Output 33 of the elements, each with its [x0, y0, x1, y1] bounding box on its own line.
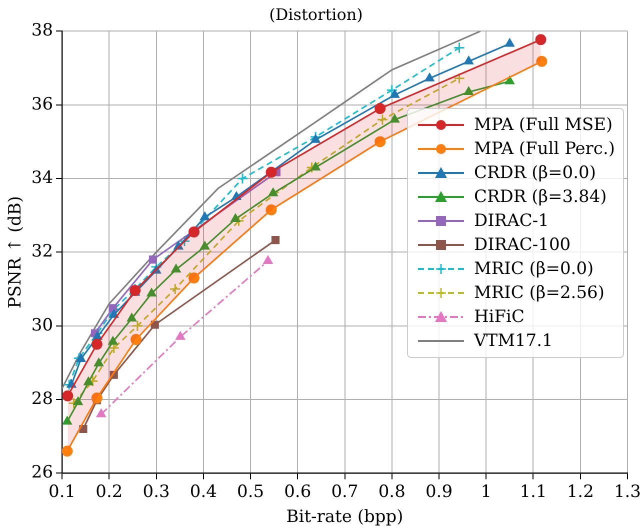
y-axis-title: PSNR ↑ (dB) — [6, 196, 26, 308]
legend-label: DIRAC-1 — [474, 210, 549, 233]
x-tick-label: 0.9 — [425, 482, 453, 502]
x-tick-label: 0.5 — [236, 482, 264, 502]
legend-label: HiFiC — [474, 306, 524, 329]
legend-label: DIRAC-100 — [474, 234, 571, 257]
y-tick-label: 38 — [31, 20, 54, 41]
x-tick-label: 0.4 — [190, 482, 217, 502]
x-tick-label: 1.1 — [520, 482, 547, 502]
x-tick-label: 0.6 — [284, 482, 312, 502]
y-tick-label: 32 — [31, 242, 54, 262]
legend-label: MPA (Full Perc.) — [474, 138, 615, 161]
legend-label: MRIC (β=2.56) — [474, 282, 604, 305]
x-tick-label: 0.2 — [96, 482, 123, 502]
x-tick-label: 0.8 — [378, 482, 406, 502]
x-tick-label: 0.7 — [331, 482, 358, 502]
legend-label: VTM17.1 — [474, 330, 553, 353]
legend-label: MRIC (β=0.0) — [474, 258, 594, 281]
legend-label: CRDR (β=3.84) — [474, 186, 607, 209]
legend-label: MPA (Full MSE) — [474, 114, 613, 137]
y-tick-label: 30 — [31, 315, 54, 336]
y-tick-label: 34 — [31, 168, 54, 188]
y-tick-label: 26 — [31, 462, 54, 483]
x-tick-label: 1.3 — [614, 482, 642, 502]
legend-label: CRDR (β=0.0) — [474, 162, 596, 185]
x-tick-label: 1 — [480, 482, 492, 502]
chart-title: (Distortion) — [269, 4, 363, 24]
y-tick-label: 28 — [31, 388, 54, 409]
x-tick-label: 0.3 — [142, 482, 170, 502]
x-tick-label: 0.1 — [48, 482, 76, 502]
x-axis-title: Bit-rate (bpp) — [286, 507, 404, 528]
x-tick-label: 1.2 — [566, 482, 594, 502]
y-tick-label: 36 — [31, 94, 54, 114]
